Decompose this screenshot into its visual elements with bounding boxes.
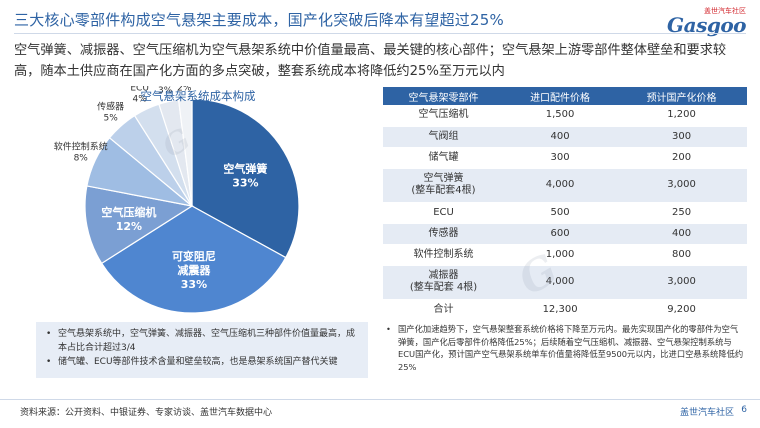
- cell-part-line1: 减振器: [428, 270, 459, 281]
- cell-domestic: 200: [616, 147, 747, 169]
- cell-domestic: 250: [616, 202, 747, 224]
- table-row: 传感器 600 400: [383, 223, 747, 245]
- cell-part: 空气弹簧 (整车配套4根): [383, 168, 504, 203]
- slice-value: 4%: [132, 95, 147, 105]
- slice-value: 33%: [232, 176, 258, 189]
- cell-domestic: 400: [616, 223, 747, 245]
- table-row: 软件控制系统 1,000 800: [383, 244, 747, 266]
- slice-value: 3%: [158, 86, 173, 96]
- intro-paragraph: 空气弹簧、减振器、空气压缩机为空气悬架系统中价值量最高、最关键的核心部件；空气悬…: [14, 43, 727, 79]
- footer-brand: 盖世汽车社区: [679, 408, 734, 418]
- cell-import: 600: [504, 223, 617, 245]
- slice-label: 空气压缩机: [101, 205, 156, 219]
- left-notes-box: 空气悬架系统中，空气弹簧、减振器、空气压缩机三种部件价值量最高，成本占比合计超过…: [36, 322, 368, 378]
- slice-value: 33%: [181, 278, 207, 291]
- cell-domestic: 1,200: [616, 105, 747, 127]
- slice-label: 软件控制系统: [54, 141, 108, 153]
- pie-svg: 空气弹簧33%可变阻尼减震器33%空气压缩机12%软件控制系统8%传感器5%EC…: [54, 86, 300, 314]
- cell-import: 4,000: [504, 265, 617, 300]
- gasgoo-logo: 盖世汽车社区 Gasgoo: [667, 6, 746, 37]
- slice-label: ECU: [130, 86, 149, 94]
- cost-pie-chart: 空气弹簧 33% 可变阻尼 减震器 33% 空气压缩机 12% 软件控制系统 8% 传感器 5% EC…: [14, 86, 382, 322]
- col-header-part: 空气悬架零部件: [383, 87, 504, 105]
- cell-domestic: 3,000: [616, 168, 747, 203]
- cell-import: 1,000: [504, 244, 617, 266]
- price-table: 空气悬架零部件 进口配件价格 预计国产化价格 空气压缩机 1,500 1,200…: [383, 87, 747, 321]
- logo-subtitle: 盖世汽车社区: [704, 7, 746, 15]
- cell-part: ECU: [383, 202, 504, 224]
- cell-part: 气阀组: [383, 126, 504, 148]
- cell-part-line2: (整车配套4根): [411, 185, 476, 196]
- table-row: 减振器 (整车配套 4根) 4,000 3,000: [383, 265, 747, 300]
- cell-domestic: 300: [616, 126, 747, 148]
- left-note-item: 储气罐、ECU等部件技术含量和壁垒较高，也是悬架系统国产替代关键: [46, 355, 360, 369]
- page-number: 6: [741, 405, 747, 415]
- page-title: 三大核心零部件构成空气悬架主要成本，国产化突破后降本有望超过25%: [14, 11, 504, 29]
- title-divider: [14, 33, 746, 34]
- cell-import: 300: [504, 147, 617, 169]
- col-header-import: 进口配件价格: [504, 87, 617, 105]
- slice-compressor: [84, 185, 194, 265]
- chart-title: 空气悬架系统成本构成: [140, 89, 256, 103]
- slice-damper: [100, 205, 287, 314]
- table-row: 空气压缩机 1,500 1,200: [383, 105, 747, 127]
- table-row: 气阀组 400 300: [383, 126, 747, 148]
- table-row: 储气罐 300 200: [383, 147, 747, 169]
- cell-import: 500: [504, 202, 617, 224]
- right-notes: 国产化加速趋势下，空气悬架整套系统价格将下降至万元内。最先实现国产化的零部件为空…: [386, 323, 746, 373]
- cell-part: 减振器 (整车配套 4根): [383, 265, 504, 300]
- cell-part: 软件控制系统: [383, 244, 504, 266]
- table-row-total: 合计 12,300 9,200: [383, 299, 747, 321]
- slice-label: 减震器: [177, 263, 211, 277]
- cell-part-line2: (整车配套 4根): [409, 282, 478, 293]
- slice-label: 可变阻尼: [172, 249, 216, 263]
- slice-label: 空气弹簧: [223, 161, 267, 175]
- slice-value: 2%: [177, 86, 192, 93]
- footer-divider: [0, 399, 760, 400]
- slice-value: 8%: [74, 154, 89, 164]
- table-row: 空气弹簧 (整车配套4根) 4,000 3,000: [383, 168, 747, 203]
- cell-import: 400: [504, 126, 617, 148]
- slice-air-spring: [191, 98, 300, 259]
- table-header-row: 空气悬架零部件 进口配件价格 预计国产化价格: [383, 87, 747, 105]
- source-note: 资料来源：公开资料、中银证券、专家访谈、盖世汽车数据中心: [20, 408, 273, 418]
- cell-part-line1: 空气弹簧: [423, 173, 464, 184]
- cell-domestic: 9,200: [616, 299, 747, 321]
- cell-part: 储气罐: [383, 147, 504, 169]
- cell-import: 1,500: [504, 105, 617, 127]
- slice-tank: [177, 98, 193, 207]
- slice-value: 12%: [116, 220, 142, 233]
- col-header-domestic: 预计国产化价格: [616, 87, 747, 105]
- cell-domestic: 800: [616, 244, 747, 266]
- cell-part: 传感器: [383, 223, 504, 245]
- cell-import: 4,000: [504, 168, 617, 203]
- right-note-item: 国产化加速趋势下，空气悬架整套系统价格将下降至万元内。最先实现国产化的零部件为空…: [386, 323, 746, 373]
- cell-part: 合计: [383, 299, 504, 321]
- cell-import: 12,300: [504, 299, 617, 321]
- table-row: ECU 500 250: [383, 202, 747, 224]
- cell-domestic: 3,000: [616, 265, 747, 300]
- cell-part: 空气压缩机: [383, 105, 504, 127]
- slice-label: 传感器: [97, 101, 124, 113]
- left-note-item: 空气悬架系统中，空气弹簧、减振器、空气压缩机三种部件价值量最高，成本占比合计超过…: [46, 327, 360, 355]
- slice-value: 5%: [104, 114, 119, 124]
